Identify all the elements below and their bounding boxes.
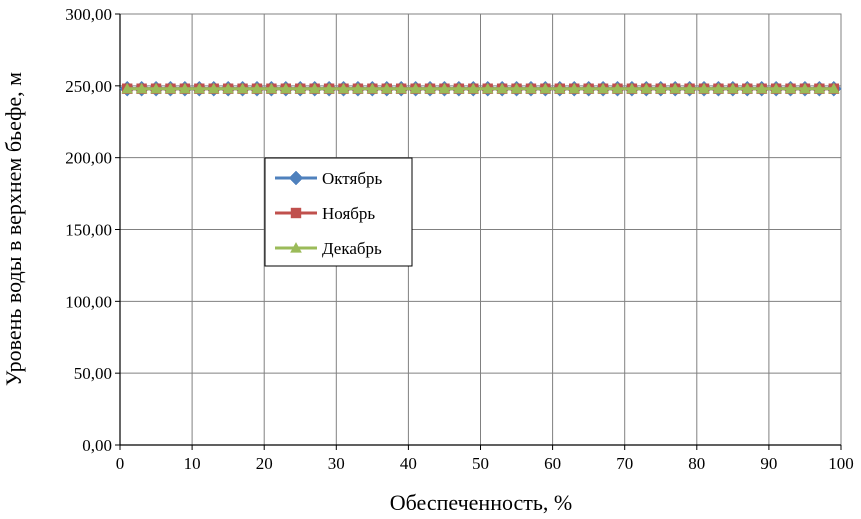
data-point (698, 82, 710, 94)
data-point (755, 82, 768, 94)
data-point (539, 82, 552, 94)
data-point (799, 82, 811, 94)
data-point (251, 82, 263, 94)
legend-item: Декабрь (275, 239, 382, 258)
data-point (164, 82, 177, 94)
data-point (279, 82, 292, 94)
data-point (150, 82, 162, 94)
legend-item: Ноябрь (275, 204, 375, 223)
x-tick-label: 40 (400, 454, 417, 473)
y-tick-label: 200,00 (65, 149, 112, 168)
y-axis: 0,00 50,00 100,00 150,00 200,00 250,00 300,00 (65, 5, 120, 455)
data-point (294, 82, 307, 94)
x-tick-label: 50 (472, 454, 489, 473)
data-point (813, 82, 826, 94)
data-point (453, 82, 465, 94)
x-tick-label: 30 (328, 454, 345, 473)
data-point (553, 82, 566, 94)
data-point (654, 82, 667, 94)
data-point (323, 82, 335, 94)
y-axis-title: Уровень воды в верхнем бьефе, м (1, 72, 26, 386)
data-point (337, 82, 350, 94)
data-point (395, 82, 408, 94)
data-point (741, 82, 754, 94)
data-point (366, 82, 379, 94)
data-point (510, 82, 523, 94)
series-layer (119, 80, 842, 97)
data-point (770, 82, 782, 94)
data-point (380, 82, 393, 94)
data-point (597, 82, 609, 94)
x-tick-label: 70 (616, 454, 633, 473)
data-point (121, 82, 134, 94)
data-point (135, 82, 148, 94)
legend-marker (288, 170, 304, 186)
x-axis: 0 10 20 30 40 50 60 70 80 90 100 (116, 445, 854, 473)
legend-label: Ноябрь (322, 204, 375, 223)
x-tick-label: 100 (828, 454, 854, 473)
data-point (784, 82, 797, 94)
x-tick-label: 90 (760, 454, 777, 473)
legend-item: Октябрь (275, 169, 382, 188)
legend-marker (290, 242, 302, 253)
data-point (308, 82, 321, 94)
x-tick-label: 60 (544, 454, 561, 473)
legend-label: Октябрь (322, 169, 382, 188)
y-tick-label: 50,00 (74, 364, 112, 383)
legend: Октябрь Ноябрь Декабрь (264, 157, 413, 267)
data-point (568, 82, 581, 94)
data-point (179, 82, 191, 94)
data-point (525, 82, 537, 94)
data-point (496, 82, 508, 94)
data-point (409, 82, 422, 94)
x-axis-title: Обеспеченность, % (390, 490, 573, 515)
data-point (640, 82, 653, 94)
data-point (626, 82, 638, 94)
data-point (669, 82, 682, 94)
x-tick-label: 0 (116, 454, 125, 473)
data-point (236, 82, 249, 94)
data-point (438, 82, 451, 94)
legend-marker (290, 207, 302, 219)
y-tick-label: 300,00 (65, 5, 112, 24)
data-point (207, 82, 220, 94)
data-point (467, 82, 480, 94)
y-tick-label: 100,00 (65, 292, 112, 311)
data-point (582, 82, 595, 94)
series-december (121, 82, 840, 94)
data-point (222, 82, 234, 94)
x-tick-label: 80 (688, 454, 705, 473)
data-point (827, 82, 840, 94)
grid (119, 13, 842, 446)
y-tick-label: 150,00 (65, 221, 112, 240)
data-point (265, 82, 278, 94)
y-tick-label: 0,00 (82, 436, 112, 455)
data-point (424, 82, 436, 94)
data-point (712, 82, 725, 94)
x-tick-label: 10 (184, 454, 201, 473)
y-tick-label: 250,00 (65, 77, 112, 96)
data-point (727, 82, 739, 94)
legend-label: Декабрь (322, 239, 382, 258)
data-point (481, 82, 494, 94)
data-point (611, 82, 624, 94)
data-point (683, 82, 696, 94)
data-point (352, 82, 364, 94)
x-tick-label: 20 (256, 454, 273, 473)
data-point (193, 82, 206, 94)
